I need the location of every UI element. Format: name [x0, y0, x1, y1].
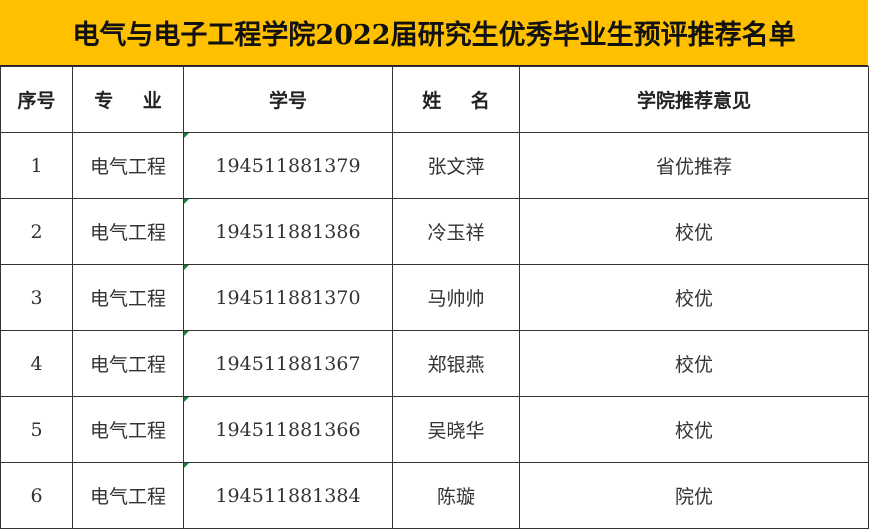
cell-major[interactable]: 电气工程 [72, 264, 184, 331]
cell-index[interactable]: 1 [0, 132, 73, 199]
cell-opinion[interactable]: 省优推荐 [519, 132, 869, 199]
cell-index[interactable]: 3 [0, 264, 73, 331]
cell-opinion[interactable]: 校优 [519, 396, 869, 463]
cell-major[interactable]: 电气工程 [72, 462, 184, 529]
cell-name[interactable]: 陈璇 [392, 462, 520, 529]
cell-student-id[interactable]: 194511881370 [183, 264, 393, 331]
cell-opinion[interactable]: 院优 [519, 462, 869, 529]
recommendation-table: 序号 专 业 学号 姓 名 学院推荐意见 1 电气工程 194511881379 张文… [0, 66, 869, 529]
table-row: 5 电气工程 194511881366 吴晓华 校优 [0, 396, 869, 463]
cell-name[interactable]: 冷玉祥 [392, 198, 520, 265]
cell-major[interactable]: 电气工程 [72, 396, 184, 463]
table-row: 4 电气工程 194511881367 郑银燕 校优 [0, 330, 869, 397]
cell-student-id[interactable]: 194511881379 [183, 132, 393, 199]
table-row: 1 电气工程 194511881379 张文萍 省优推荐 [0, 132, 869, 199]
header-name: 姓 名 [392, 66, 520, 133]
table-row: 2 电气工程 194511881386 冷玉祥 校优 [0, 198, 869, 265]
cell-index[interactable]: 5 [0, 396, 73, 463]
header-student-id: 学号 [183, 66, 393, 133]
table-header-row: 序号 专 业 学号 姓 名 学院推荐意见 [0, 66, 869, 133]
table-row: 6 电气工程 194511881384 陈璇 院优 [0, 462, 869, 529]
cell-student-id[interactable]: 194511881386 [183, 198, 393, 265]
cell-index[interactable]: 2 [0, 198, 73, 265]
cell-major[interactable]: 电气工程 [72, 132, 184, 199]
page-title: 电气与电子工程学院2022届研究生优秀毕业生预评推荐名单 [0, 0, 868, 67]
cell-name[interactable]: 郑银燕 [392, 330, 520, 397]
header-opinion: 学院推荐意见 [519, 66, 869, 133]
table-row: 3 电气工程 194511881370 马帅帅 校优 [0, 264, 869, 331]
cell-opinion[interactable]: 校优 [519, 198, 869, 265]
cell-opinion[interactable]: 校优 [519, 264, 869, 331]
cell-major[interactable]: 电气工程 [72, 330, 184, 397]
cell-name[interactable]: 张文萍 [392, 132, 520, 199]
cell-opinion[interactable]: 校优 [519, 330, 869, 397]
header-major: 专 业 [72, 66, 184, 133]
cell-name[interactable]: 吴晓华 [392, 396, 520, 463]
cell-name[interactable]: 马帅帅 [392, 264, 520, 331]
cell-major[interactable]: 电气工程 [72, 198, 184, 265]
header-index: 序号 [0, 66, 73, 133]
cell-student-id[interactable]: 194511881366 [183, 396, 393, 463]
cell-student-id[interactable]: 194511881367 [183, 330, 393, 397]
cell-index[interactable]: 4 [0, 330, 73, 397]
cell-student-id[interactable]: 194511881384 [183, 462, 393, 529]
cell-index[interactable]: 6 [0, 462, 73, 529]
